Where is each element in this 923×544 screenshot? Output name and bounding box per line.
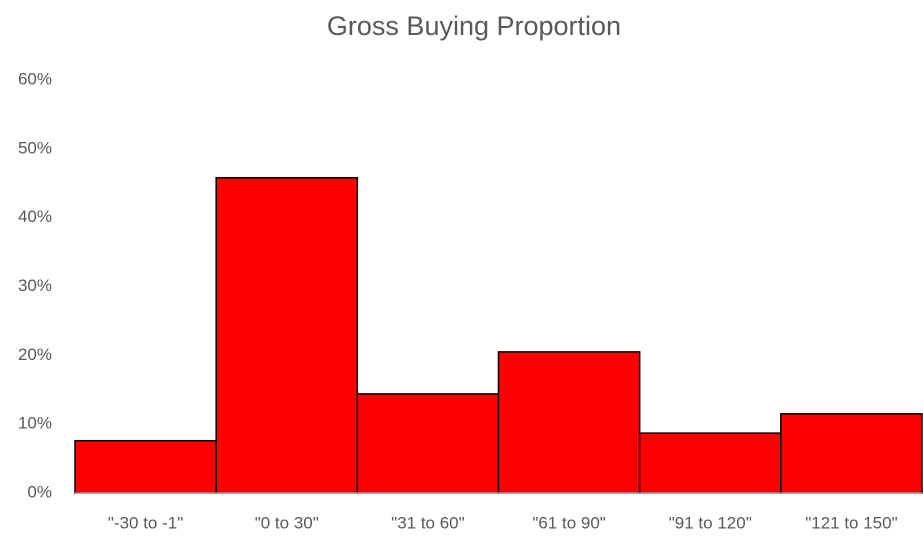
x-tick-label: "31 to 60" (391, 513, 465, 532)
y-tick-label: 30% (18, 276, 52, 295)
x-tick-label: "-30 to -1" (108, 513, 183, 532)
bar (215, 176, 359, 494)
bar (356, 393, 500, 494)
x-tick-label: "61 to 90" (532, 513, 606, 532)
y-tick-label: 50% (18, 138, 52, 157)
y-tick-label: 0% (27, 482, 52, 501)
y-tick-label: 40% (18, 207, 52, 226)
x-tick-label: "91 to 120" (669, 513, 752, 532)
bar (780, 413, 923, 494)
x-tick-label: "121 to 150" (805, 513, 897, 532)
bar (638, 432, 782, 494)
chart-title: Gross Buying Proportion (327, 11, 621, 41)
x-tick-label: "0 to 30" (255, 513, 319, 532)
y-tick-label: 10% (18, 414, 52, 433)
y-tick-label: 20% (18, 345, 52, 364)
bar (497, 351, 641, 494)
bar (74, 439, 217, 494)
y-tick-label: 60% (18, 69, 52, 88)
